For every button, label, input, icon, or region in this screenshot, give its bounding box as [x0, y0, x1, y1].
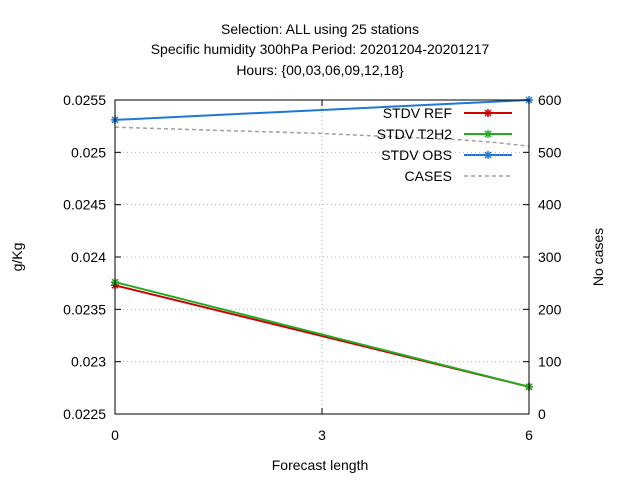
y-axis-label: g/Kg — [9, 243, 25, 272]
y-tick-label: 0.024 — [71, 249, 106, 265]
y2-tick-label: 300 — [538, 249, 562, 265]
legend-item-stdv-t2h2: STDV T2H2 — [377, 126, 512, 142]
series-line-stdv-t2h2 — [114, 281, 530, 388]
grid — [115, 100, 529, 414]
legend-item-stdv-obs: STDV OBS — [381, 147, 512, 163]
x-tick-label: 0 — [111, 427, 119, 443]
y2-axis-label: No cases — [590, 228, 606, 286]
legend: STDV REF STDV T2H2 STDV OBS CASES — [377, 105, 512, 184]
legend-item-stdv-ref: STDV REF — [383, 105, 512, 121]
series-line-stdv-obs — [114, 99, 530, 121]
y2-tick-label: 400 — [538, 197, 562, 213]
y-tick-label: 0.0255 — [63, 92, 106, 108]
y2-tick-label: 500 — [538, 144, 562, 160]
legend-label-cases: CASES — [405, 168, 452, 184]
legend-label-stdv-ref: STDV REF — [383, 105, 452, 121]
series-line-cases — [114, 126, 530, 147]
chart-title: Selection: ALL using 25 stations Specifi… — [151, 21, 490, 78]
legend-label-stdv-obs: STDV OBS — [381, 147, 452, 163]
y-tick-label: 0.025 — [71, 144, 106, 160]
ticks — [114, 99, 530, 415]
y2-tick-label: 200 — [538, 301, 562, 317]
legend-marker-stdv-obs — [484, 151, 492, 159]
y-tick-label: 0.023 — [71, 354, 106, 370]
title-line-3: Hours: {00,03,06,09,12,18} — [236, 62, 404, 78]
title-line-2: Specific humidity 300hPa Period: 2020120… — [151, 41, 490, 57]
title-line-1: Selection: ALL using 25 stations — [221, 21, 419, 37]
legend-marker-stdv-ref — [484, 109, 492, 117]
y-tick-label: 0.0245 — [63, 197, 106, 213]
y2-tick-label: 0 — [538, 406, 546, 422]
x-tick-label: 6 — [525, 427, 533, 443]
legend-item-cases: CASES — [405, 168, 512, 184]
y2-tick-label: 600 — [538, 92, 562, 108]
y2-tick-label: 100 — [538, 354, 562, 370]
tick-labels: 0.0225 0.023 0.0235 0.024 0.0245 0.025 0.0255 0… — [63, 92, 561, 443]
x-tick-label: 3 — [318, 427, 326, 443]
y-tick-label: 0.0225 — [63, 406, 106, 422]
y-tick-label: 0.0235 — [63, 301, 106, 317]
legend-label-stdv-t2h2: STDV T2H2 — [377, 126, 452, 142]
legend-marker-stdv-t2h2 — [484, 130, 492, 138]
x-axis-label: Forecast length — [272, 457, 369, 473]
